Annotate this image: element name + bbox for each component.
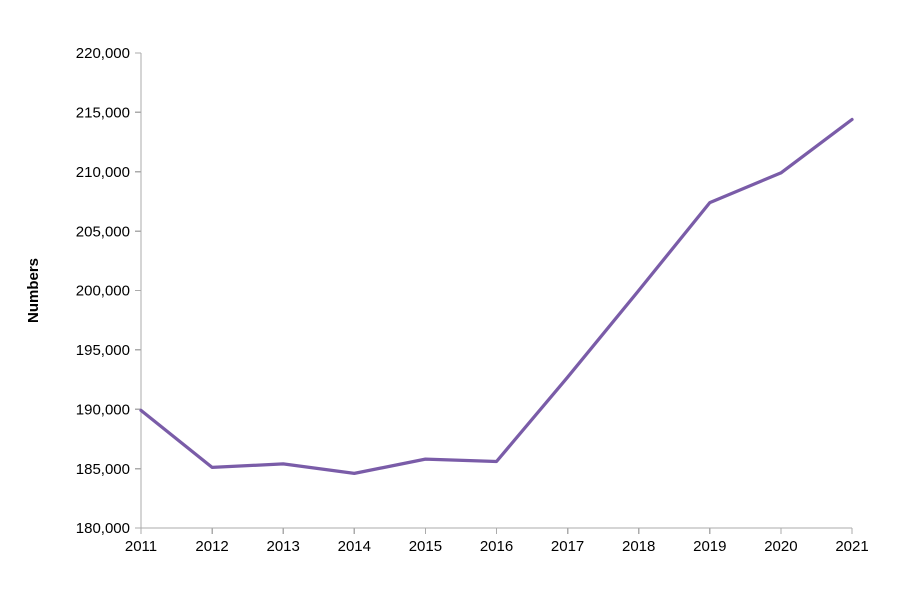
y-tick-label: 205,000 — [76, 223, 130, 240]
data-series — [139, 117, 854, 476]
y-tick-label: 180,000 — [76, 520, 130, 537]
y-axis: 180,000 185,000 190,000 195,000 200,000 205,0… — [76, 45, 142, 537]
x-tick-label: 2021 — [835, 538, 868, 555]
x-tick-label: 2018 — [622, 538, 655, 555]
x-tick-label: 2011 — [125, 538, 157, 555]
y-tick-label: 195,000 — [76, 342, 130, 359]
x-tick-label: 2015 — [409, 538, 442, 555]
y-tick-label: 210,000 — [76, 164, 130, 181]
x-tick-label: 2020 — [764, 538, 797, 555]
x-tick-label: 2012 — [195, 538, 228, 555]
y-tick-label: 185,000 — [76, 461, 130, 478]
y-tick-label: 190,000 — [76, 401, 130, 418]
y-tick-label: 200,000 — [76, 283, 130, 300]
x-tick-label: 2017 — [551, 538, 584, 555]
y-axis-title: Numbers — [25, 258, 42, 323]
series-line — [139, 117, 854, 476]
y-tick-label: 220,000 — [76, 45, 130, 62]
x-tick-label: 2016 — [480, 538, 513, 555]
x-tick-label: 2013 — [267, 538, 300, 555]
x-tick-label: 2014 — [338, 538, 371, 555]
x-axis: 2011 2012 2013 2014 2015 2016 2017 2018 2019 2020… — [125, 527, 869, 555]
x-tick-label: 2019 — [693, 538, 726, 555]
y-tick-label: 215,000 — [76, 105, 130, 122]
